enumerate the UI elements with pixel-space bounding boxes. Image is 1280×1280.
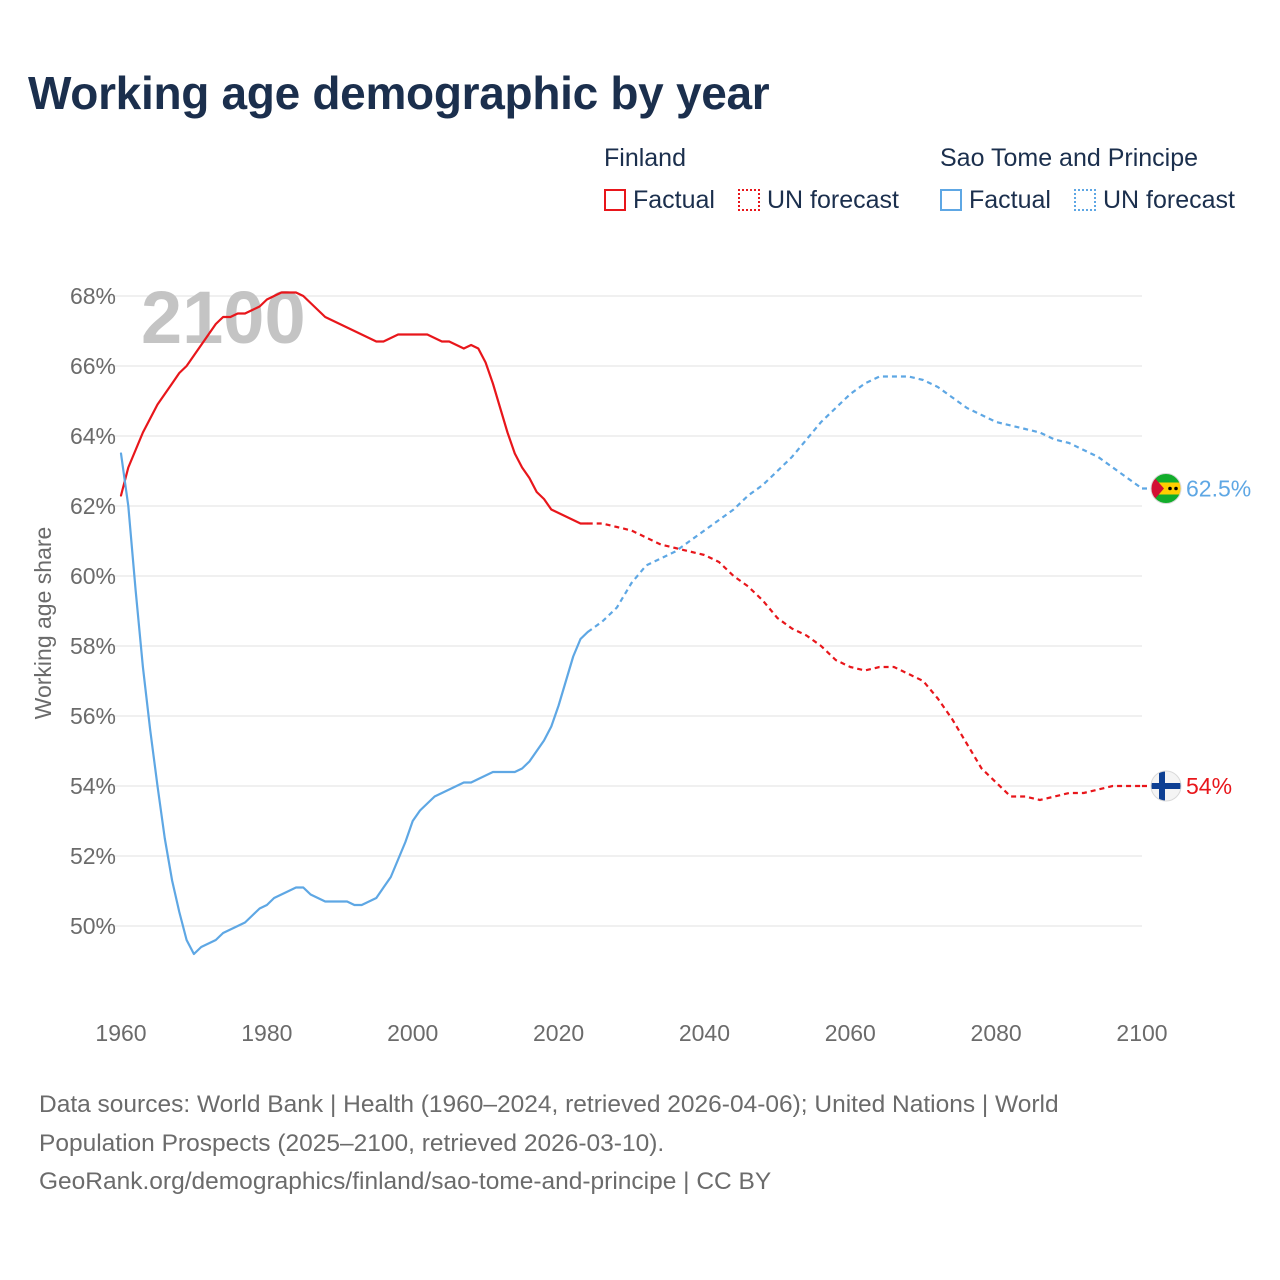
y-tick-label-64: 64% <box>70 423 116 449</box>
y-tick-label-66: 66% <box>70 353 116 379</box>
y-tick-label-58: 58% <box>70 633 116 659</box>
series-line-finland-forecast <box>587 522 1142 802</box>
chart-title: Working age demographic by year <box>28 67 770 119</box>
x-tick-label-2000: 2000 <box>387 1020 438 1046</box>
legend-label-sao-tome-factual: Factual <box>969 185 1051 214</box>
y-tick-label-54: 54% <box>70 773 116 799</box>
line-chart: 50% 52% 54% 56% 58% 60% 62% 64% 66% 68% 1960 1980 20… <box>30 276 1251 1046</box>
y-axis-label: Working age share <box>30 527 56 720</box>
legend-item-finland-forecast[interactable]: UN forecast <box>738 185 899 215</box>
legend-swatch-sao-tome-forecast <box>1074 189 1096 211</box>
y-tick-label-52: 52% <box>70 843 116 869</box>
series-line-finland-factual <box>119 291 589 525</box>
x-tick-label-2100: 2100 <box>1116 1020 1167 1046</box>
legend-swatch-sao-tome-factual <box>940 189 962 211</box>
y-tick-label-50: 50% <box>70 913 116 939</box>
legend-item-sao-tome-factual[interactable]: Factual <box>940 185 1051 215</box>
x-tick-label-2020: 2020 <box>533 1020 584 1046</box>
x-tick-label-2080: 2080 <box>971 1020 1022 1046</box>
sao-tome-and-principe-flag-icon <box>1150 473 1182 504</box>
x-tick-label-1980: 1980 <box>241 1020 292 1046</box>
legend-swatch-finland-forecast <box>738 189 760 211</box>
end-value-label-finland: 54% <box>1186 773 1232 799</box>
x-tick-label-2040: 2040 <box>679 1020 730 1046</box>
source-line-3: GeoRank.org/demographics/finland/sao-tom… <box>39 1168 772 1195</box>
source-line-1: Data sources: World Bank | Health (1960–… <box>39 1091 1059 1118</box>
x-tick-label-2060: 2060 <box>825 1020 876 1046</box>
legend-item-sao-tome-forecast[interactable]: UN forecast <box>1074 185 1235 215</box>
legend-label-finland-forecast: UN forecast <box>767 185 899 214</box>
y-tick-label-56: 56% <box>70 703 116 729</box>
legend-swatch-finland-factual <box>604 189 626 211</box>
series-line-sao-tome-forecast <box>587 375 1143 633</box>
x-tick-label-1960: 1960 <box>95 1020 146 1046</box>
series-line-sao-tome-factual <box>119 452 589 956</box>
data-source-note: Data sources: World Bank | Health (1960–… <box>39 1086 1239 1202</box>
y-tick-label-62: 62% <box>70 493 116 519</box>
y-tick-label-60: 60% <box>70 563 116 589</box>
y-tick-label-68: 68% <box>70 283 116 309</box>
legend-item-finland-factual[interactable]: Factual <box>604 185 715 215</box>
source-line-2: Population Prospects (2025–2100, retriev… <box>39 1129 665 1157</box>
legend-label-sao-tome-forecast: UN forecast <box>1103 185 1235 214</box>
legend-title-finland: Finland <box>604 144 686 172</box>
end-value-label-sao-tome: 62.5% <box>1186 476 1251 502</box>
legend-label-finland-factual: Factual <box>633 185 715 214</box>
finland-flag-icon <box>1150 770 1182 802</box>
legend-title-sao-tome: Sao Tome and Principe <box>940 144 1199 172</box>
